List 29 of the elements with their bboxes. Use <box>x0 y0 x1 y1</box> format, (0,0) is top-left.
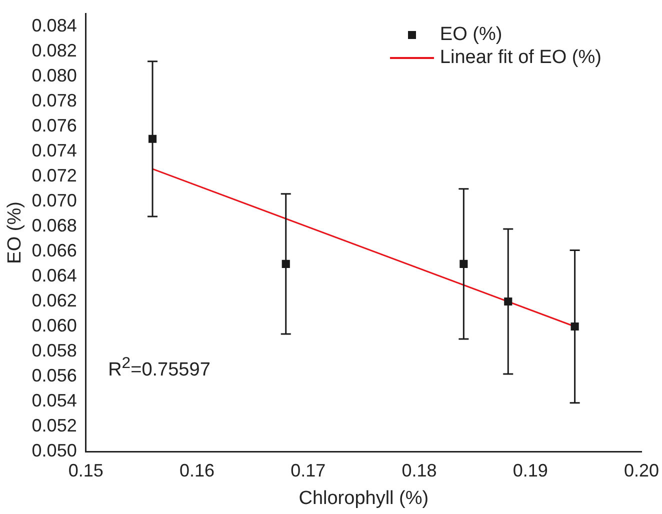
x-axis-title: Chlorophyll (%) <box>298 488 429 509</box>
y-tick-label: 0.070 <box>32 190 77 210</box>
annotation: R$^{2}$=0.75597 <box>108 355 210 382</box>
y-tick-label: 0.062 <box>32 290 77 310</box>
legend-label: Linear fit of EO (%) <box>440 47 602 70</box>
y-tick-label: 0.066 <box>32 240 77 260</box>
x-tick-label: 0.17 <box>290 460 326 480</box>
y-tick-label: 0.068 <box>32 215 77 236</box>
legend-label: EO (%) <box>440 24 502 46</box>
x-tick-label: 0.19 <box>512 460 548 480</box>
x-tick-label: 0.16 <box>179 460 214 480</box>
y-tick-label: 0.074 <box>32 140 77 160</box>
y-tick-label: 0.050 <box>32 440 77 461</box>
y-tick-label: 0.052 <box>32 416 77 436</box>
y-tick-label: 0.076 <box>32 115 77 136</box>
x-tick-label: 0.18 <box>402 460 437 480</box>
y-tick-label: 0.078 <box>32 90 77 110</box>
y-tick-label: 0.056 <box>32 366 77 386</box>
y-tick-label: 0.060 <box>32 315 77 336</box>
x-tick-label: 0.15 <box>68 460 104 480</box>
y-tick-label: 0.084 <box>32 15 77 36</box>
y-tick-label: 0.080 <box>32 65 77 86</box>
x-tick-label: 0.20 <box>624 460 660 480</box>
y-tick-label: 0.082 <box>32 40 77 60</box>
y-tick-label: 0.072 <box>32 165 77 186</box>
y-tick-label: 0.054 <box>32 390 77 411</box>
y-tick-label: 0.058 <box>32 340 77 360</box>
y-axis-title: EO (%) <box>4 202 26 264</box>
y-tick-label: 0.064 <box>32 265 77 286</box>
